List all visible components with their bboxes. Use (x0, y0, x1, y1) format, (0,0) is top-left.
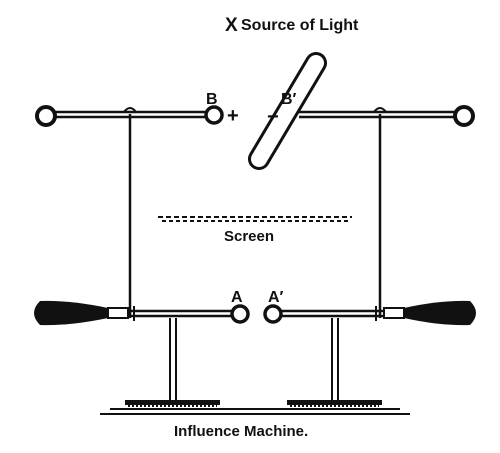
minus-sign: − (267, 106, 279, 128)
caption: Influence Machine. (174, 423, 308, 440)
machine-base (100, 408, 410, 415)
left-stand (125, 318, 220, 407)
terminal-a-label: A (231, 289, 243, 306)
terminal-b-label: B (206, 91, 218, 108)
plus-sign: + (227, 105, 239, 127)
connecting-wires (123, 107, 387, 318)
screen (158, 216, 352, 222)
upper-left-rod (35, 105, 224, 127)
lower-left-electrode (34, 300, 250, 326)
terminal-a-prime-label: A′ (268, 289, 284, 306)
source-of-light-label: Source of Light (241, 17, 359, 34)
screen-label: Screen (224, 228, 274, 245)
source-marker: X (225, 15, 238, 36)
right-stand (287, 318, 382, 407)
glass-slip (248, 52, 327, 170)
upper-right-rod (299, 105, 475, 127)
lower-right-electrode (263, 300, 476, 326)
terminal-b-prime-label: B′ (281, 91, 297, 108)
